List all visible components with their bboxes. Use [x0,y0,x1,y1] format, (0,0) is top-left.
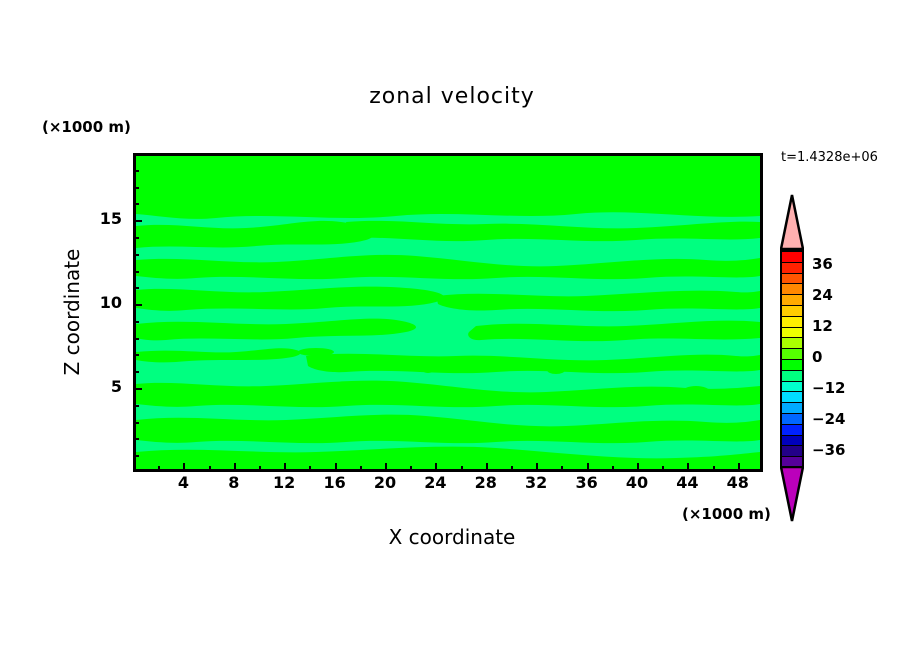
y-axis-minor-tick [133,169,139,172]
colorbar [780,250,804,468]
x-axis-tick-label: 36 [575,473,598,492]
colorbar-segment [782,446,802,458]
colorbar-segment [782,316,802,328]
colorbar-tick-label: 36 [812,255,833,274]
y-axis-tick-mark [133,220,142,223]
colorbar-segment [782,424,802,436]
x-axis-tick-label: 44 [676,473,699,492]
colorbar-segment [782,338,802,350]
x-axis-tick-mark [536,463,539,472]
chart-title: zonal velocity [369,84,535,109]
x-axis-tick-mark [737,463,740,472]
x-axis-minor-tick [611,466,614,472]
x-axis-tick-mark [183,463,186,472]
colorbar-tick-label: −36 [812,440,846,459]
colorbar-segment [782,327,802,339]
x-axis-minor-tick [662,466,665,472]
colorbar-tick-label: −24 [812,409,846,428]
y-axis-tick-mark [133,304,142,307]
colorbar-bottom-arrow-cap [779,465,805,522]
colorbar-segment [782,252,802,263]
y-axis-minor-tick [133,421,139,424]
x-axis-tick-label: 16 [323,473,346,492]
contour-plot-area [133,153,763,472]
y-axis-minor-tick [133,354,139,357]
y-axis-minor-tick [133,186,139,189]
x-axis-title: X coordinate [388,525,516,549]
y-axis-minor-tick [133,371,139,374]
colorbar-segment [782,457,802,468]
x-axis-tick-label: 32 [525,473,548,492]
y-axis-tick-label: 15 [99,209,122,229]
y-axis-tick-label: 5 [110,377,122,397]
x-axis-minor-tick [410,466,413,472]
colorbar-tick-label: 12 [812,317,833,336]
colorbar-segment [782,295,802,306]
colorbar-segment [782,262,802,274]
x-axis-minor-tick [359,466,362,472]
colorbar-tick-label: 0 [812,348,823,366]
x-axis-tick-label: 40 [625,473,649,492]
x-axis-minor-tick [158,466,161,472]
x-axis-tick-label: 8 [228,473,240,492]
y-axis-title: Z coordinate [60,248,84,376]
colorbar-tick-label: −12 [812,378,846,397]
x-axis-tick-label: 12 [273,473,296,492]
x-axis-tick-mark [435,463,438,472]
x-axis-tick-mark [687,463,690,472]
x-axis-tick-label: 4 [177,473,189,492]
x-axis-tick-mark [233,463,236,472]
x-axis-unit-label: (×1000 m) [682,505,771,523]
y-axis-minor-tick [133,270,139,273]
colorbar-segment [782,284,802,296]
colorbar-tick-label: 24 [812,286,833,305]
y-axis-minor-tick [133,337,139,340]
y-axis-minor-tick [133,287,139,290]
x-axis-tick-mark [334,463,337,472]
x-axis-tick-label: 48 [726,473,749,492]
colorbar-segment [782,381,802,393]
x-axis-tick-mark [586,463,589,472]
colorbar-segment [782,305,802,317]
x-axis-tick-label: 28 [474,473,497,492]
contour-field [136,156,760,469]
colorbar-segment [782,359,802,371]
x-axis-minor-tick [460,466,463,472]
x-axis-tick-mark [284,463,287,472]
y-axis-minor-tick [133,404,139,407]
x-axis-minor-tick [511,466,513,472]
colorbar-top-arrow-cap [779,194,805,251]
colorbar-segment [782,403,802,414]
y-axis-minor-tick [133,203,139,206]
colorbar-segment [782,349,802,360]
colorbar-segment [782,413,802,425]
x-axis-minor-tick [561,466,564,472]
x-axis-tick-mark [637,463,639,472]
y-axis-minor-tick [133,236,139,239]
y-axis-tick-mark [133,388,142,391]
x-axis-tick-mark [385,463,387,472]
x-axis-tick-mark [485,463,488,472]
y-axis-minor-tick [133,455,139,458]
x-axis-minor-tick [208,466,211,472]
y-axis-minor-tick [133,320,139,323]
y-axis-minor-tick [133,253,139,256]
x-axis-tick-label: 24 [424,473,447,492]
y-axis-unit-label: (×1000 m) [42,118,131,136]
colorbar-segment [782,392,802,404]
timestamp-label: t=1.4328e+06 [781,150,878,165]
x-axis-minor-tick [712,466,715,472]
y-axis-tick-label: 10 [99,293,122,313]
x-axis-minor-tick [259,466,261,472]
x-axis-tick-label: 20 [373,473,397,492]
x-axis-minor-tick [309,466,312,472]
colorbar-segment [782,370,802,382]
y-axis-minor-tick [133,438,139,441]
colorbar-segment [782,273,802,285]
colorbar-segment [782,435,802,447]
